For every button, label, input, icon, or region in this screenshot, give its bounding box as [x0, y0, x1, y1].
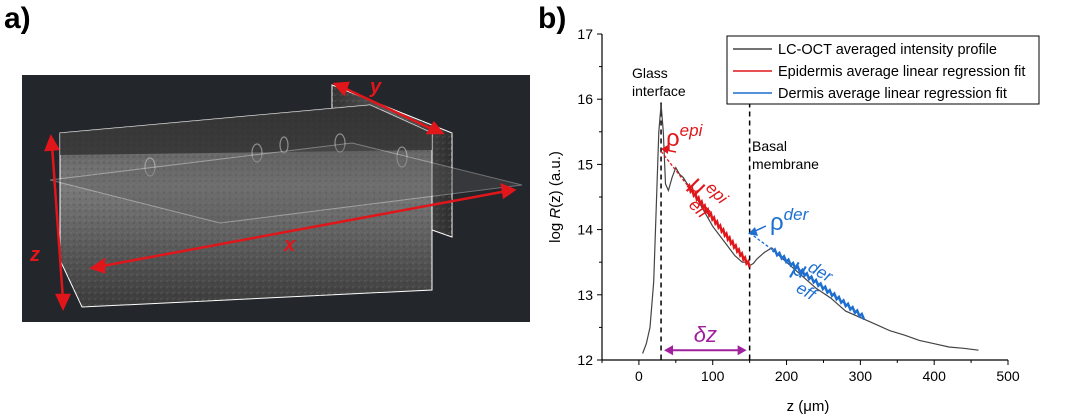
y-axis-arrow — [341, 85, 435, 132]
x-tick-label: 300 — [849, 368, 873, 384]
x-axis-label: x — [283, 234, 296, 256]
legend-item-dermis: Dermis average linear regression fit — [778, 86, 1007, 102]
x-tick-label: 500 — [996, 368, 1020, 384]
basal-label-line2: membrane — [752, 156, 819, 172]
legend-item-profile: LC-OCT averaged intensity profile — [778, 42, 997, 58]
delta-z-marker: δz — [664, 322, 747, 356]
profile-line — [642, 104, 979, 354]
y-tick-label: 12 — [577, 352, 593, 368]
y-tick-label: 17 — [577, 26, 593, 42]
y-tick-label: 16 — [577, 91, 593, 107]
chart-legend: LC-OCT averaged intensity profile Epider… — [726, 35, 1040, 105]
x-tick-label: 0 — [635, 368, 643, 384]
mu-epi-label: μepi eff — [684, 171, 733, 223]
dermis-fit-band — [771, 247, 866, 321]
basal-label-line1: Basal — [752, 138, 787, 154]
x-axis-arrow — [96, 189, 508, 269]
x-tick-label: 100 — [701, 368, 725, 384]
z-axis-label: z — [29, 244, 40, 266]
svg-text:δz: δz — [694, 322, 717, 347]
lc-oct-3d-image: x y z — [22, 75, 530, 322]
chart-series — [642, 104, 979, 354]
x-tick-label: 200 — [775, 368, 799, 384]
chart-axes: 12 13 14 15 16 17 0 100 200 300 400 500 — [577, 26, 1019, 384]
legend-item-epidermis: Epidermis average linear regression fit — [778, 64, 1025, 80]
intensity-profile-chart: 12 13 14 15 16 17 0 100 200 300 400 500 log R(z) (a… — [547, 26, 1040, 415]
glass-label-line1: Glass — [632, 65, 668, 81]
rho-epi-label: ρepi — [666, 121, 704, 152]
y-axis-title: log R(z) (a.u.) — [547, 151, 564, 243]
y-tick-label: 14 — [577, 222, 593, 238]
xy-slice — [49, 142, 523, 224]
epidermis-fit-band — [686, 182, 751, 268]
y-tick-label: 13 — [577, 287, 593, 303]
glass-label-line2: interface — [632, 83, 686, 99]
y-tick-label: 15 — [577, 156, 593, 172]
z-axis-arrow — [50, 144, 65, 301]
x-tick-label: 400 — [923, 368, 947, 384]
y-axis-label: y — [369, 76, 382, 98]
panel-a-label: a) — [4, 2, 31, 35]
rho-der-label: ρder — [770, 205, 810, 236]
panel-b-label: b) — [538, 2, 567, 35]
x-axis-title: z (μm) — [787, 398, 830, 415]
